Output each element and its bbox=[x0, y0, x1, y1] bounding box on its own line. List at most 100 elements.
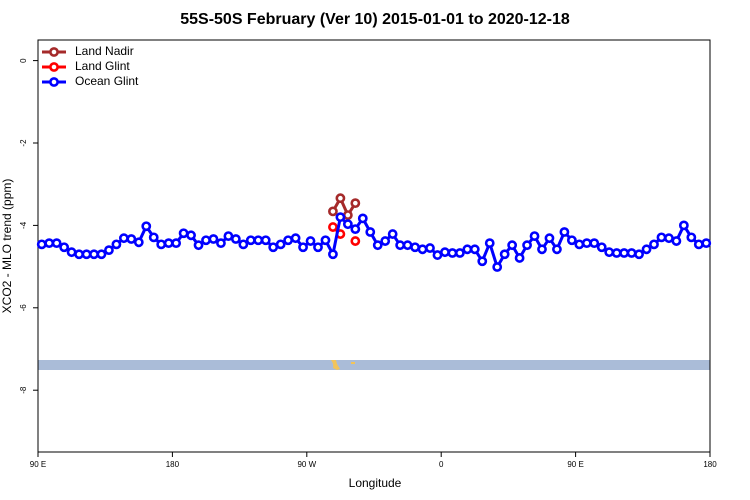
data-point bbox=[201, 235, 211, 246]
legend-label: Land Nadir bbox=[75, 44, 134, 58]
data-point bbox=[36, 239, 47, 250]
x-tick-label: 90 E bbox=[567, 460, 583, 469]
data-point bbox=[507, 240, 518, 251]
data-point bbox=[514, 253, 525, 263]
x-axis-label: Longitude bbox=[349, 476, 402, 490]
y-tick-label: -6 bbox=[19, 304, 28, 312]
data-point bbox=[447, 248, 458, 258]
data-point bbox=[96, 249, 107, 260]
data-point bbox=[328, 222, 338, 232]
data-point bbox=[298, 242, 308, 253]
data-point bbox=[275, 239, 286, 250]
chart-title: 55S-50S February (Ver 10) 2015-01-01 to … bbox=[180, 11, 570, 28]
x-tick-label: 180 bbox=[166, 460, 180, 469]
data-point bbox=[148, 232, 159, 243]
data-point bbox=[342, 210, 353, 220]
data-point bbox=[305, 236, 316, 246]
data-point bbox=[118, 233, 129, 244]
x-tick-label: 90 E bbox=[30, 460, 46, 469]
series-line bbox=[331, 194, 357, 219]
data-point bbox=[596, 242, 607, 253]
data-point bbox=[522, 240, 532, 251]
data-point bbox=[611, 248, 622, 258]
data-point bbox=[365, 227, 376, 237]
data-point bbox=[51, 238, 62, 249]
data-point bbox=[335, 193, 346, 204]
data-point bbox=[238, 239, 249, 250]
data-point bbox=[686, 232, 697, 243]
data-point bbox=[126, 234, 137, 244]
data-point bbox=[410, 242, 420, 253]
data-point bbox=[492, 262, 503, 272]
data-point bbox=[357, 213, 368, 224]
data-point bbox=[74, 249, 84, 260]
data-point bbox=[671, 236, 682, 246]
data-point bbox=[111, 239, 122, 250]
data-point bbox=[395, 240, 406, 251]
legend-marker bbox=[49, 62, 59, 72]
data-point bbox=[342, 219, 353, 230]
data-point bbox=[454, 248, 465, 258]
data-point bbox=[133, 237, 144, 248]
data-point bbox=[81, 249, 92, 260]
data-point bbox=[604, 247, 615, 258]
data-point bbox=[89, 249, 99, 260]
data-point bbox=[641, 244, 652, 255]
data-point bbox=[469, 244, 480, 255]
data-point bbox=[163, 238, 174, 249]
data-point bbox=[678, 220, 689, 231]
data-point bbox=[544, 233, 555, 244]
y-tick-label: -4 bbox=[19, 221, 28, 229]
data-point bbox=[141, 221, 152, 232]
data-point bbox=[417, 244, 428, 255]
y-tick-label: 0 bbox=[19, 58, 28, 63]
data-point bbox=[432, 250, 443, 260]
legend-marker bbox=[49, 77, 59, 87]
data-point bbox=[693, 239, 704, 250]
data-point bbox=[552, 244, 562, 255]
data-point bbox=[268, 242, 279, 253]
data-point bbox=[313, 242, 323, 253]
data-point bbox=[59, 242, 70, 253]
y-tick-label: -2 bbox=[19, 139, 28, 147]
data-point bbox=[425, 243, 435, 253]
data-point bbox=[171, 238, 182, 249]
data-point bbox=[328, 206, 338, 217]
data-point bbox=[574, 239, 585, 250]
data-point bbox=[656, 232, 667, 243]
data-point bbox=[387, 229, 398, 239]
y-tick-label: -8 bbox=[19, 386, 28, 394]
x-tick-label: 180 bbox=[703, 460, 717, 469]
land-ocean-strip bbox=[38, 360, 710, 370]
data-point bbox=[290, 233, 301, 244]
data-point bbox=[499, 249, 510, 260]
data-point bbox=[216, 238, 226, 249]
data-point bbox=[223, 231, 234, 242]
land-patch bbox=[351, 362, 355, 364]
legend-label: Ocean Glint bbox=[75, 74, 139, 88]
data-point bbox=[589, 238, 600, 249]
data-point bbox=[581, 238, 592, 249]
data-point bbox=[44, 238, 55, 249]
data-point bbox=[372, 240, 383, 251]
data-point bbox=[537, 244, 547, 255]
data-point bbox=[230, 234, 241, 244]
data-point bbox=[701, 238, 712, 249]
data-point bbox=[193, 240, 204, 251]
data-point bbox=[208, 234, 219, 244]
data-point bbox=[260, 235, 271, 246]
data-point bbox=[664, 233, 674, 244]
land-patch bbox=[331, 360, 340, 370]
data-point bbox=[328, 249, 338, 260]
data-point bbox=[380, 236, 391, 246]
data-point bbox=[559, 227, 570, 237]
data-point bbox=[626, 248, 637, 258]
data-point bbox=[186, 230, 196, 241]
legend-label: Land Glint bbox=[75, 59, 130, 73]
data-point bbox=[484, 238, 495, 249]
data-point bbox=[104, 245, 114, 256]
data-point bbox=[253, 235, 264, 246]
data-point bbox=[619, 248, 630, 258]
